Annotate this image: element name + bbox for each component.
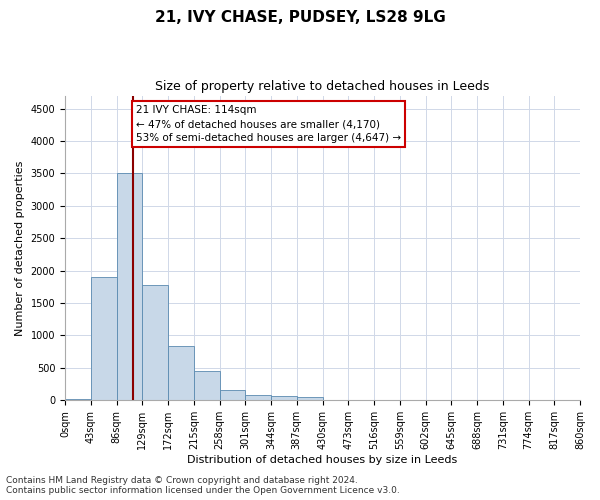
X-axis label: Distribution of detached houses by size in Leeds: Distribution of detached houses by size … [187,455,458,465]
Bar [271,396,297,400]
Bar [116,174,142,400]
Y-axis label: Number of detached properties: Number of detached properties [15,160,25,336]
Title: Size of property relative to detached houses in Leeds: Size of property relative to detached ho… [155,80,490,93]
Bar [168,346,194,401]
Bar [245,394,271,400]
Bar [220,390,245,400]
Bar [91,277,116,400]
Bar [297,397,323,400]
Text: Contains HM Land Registry data © Crown copyright and database right 2024.
Contai: Contains HM Land Registry data © Crown c… [6,476,400,495]
Bar [194,371,220,400]
Text: 21, IVY CHASE, PUDSEY, LS28 9LG: 21, IVY CHASE, PUDSEY, LS28 9LG [155,10,445,25]
Bar [142,285,168,401]
Text: 21 IVY CHASE: 114sqm
← 47% of detached houses are smaller (4,170)
53% of semi-de: 21 IVY CHASE: 114sqm ← 47% of detached h… [136,106,401,144]
